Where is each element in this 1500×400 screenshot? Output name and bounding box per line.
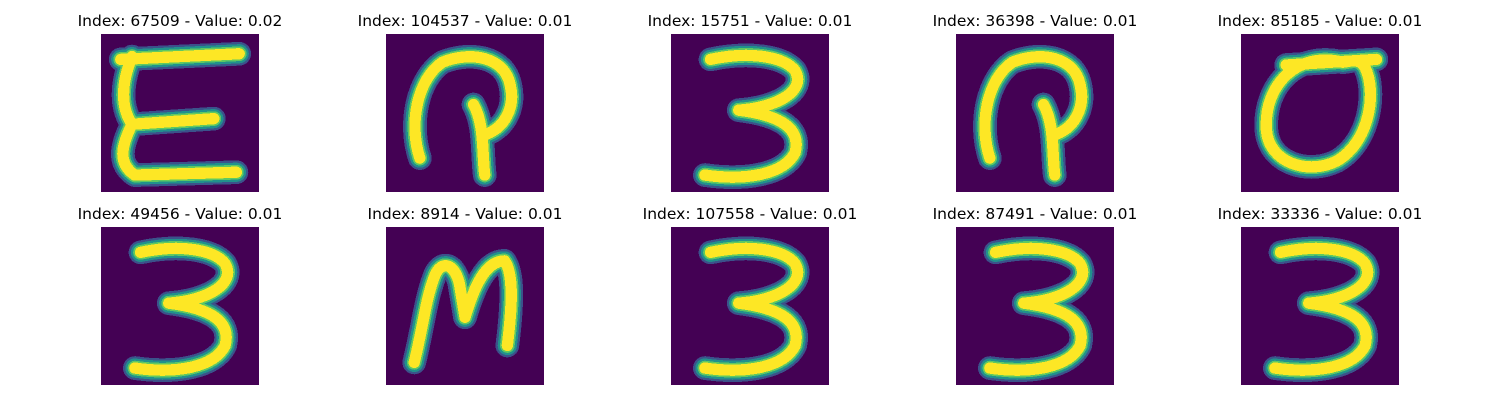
- image-panel: Index: 15751 - Value: 0.01: [600, 0, 900, 193]
- glyph-image: [671, 34, 829, 192]
- glyph-image: [956, 34, 1114, 192]
- image-panel: Index: 67509 - Value: 0.02: [30, 0, 330, 193]
- glyph-image: [671, 227, 829, 385]
- glyph-image: [101, 34, 259, 192]
- image-panel: Index: 85185 - Value: 0.01: [1170, 0, 1470, 193]
- panel-title: Index: 49456 - Value: 0.01: [77, 205, 283, 223]
- panel-title: Index: 36398 - Value: 0.01: [932, 12, 1138, 30]
- glyph-image: [386, 227, 544, 385]
- panel-title: Index: 107558 - Value: 0.01: [642, 205, 858, 223]
- panel-title: Index: 67509 - Value: 0.02: [77, 12, 283, 30]
- image-panel: Index: 107558 - Value: 0.01: [600, 193, 900, 386]
- image-panel: Index: 36398 - Value: 0.01: [885, 0, 1185, 193]
- glyph-image: [386, 34, 544, 192]
- image-panel: Index: 49456 - Value: 0.01: [30, 193, 330, 386]
- glyph-image: [1241, 34, 1399, 192]
- panel-title: Index: 87491 - Value: 0.01: [932, 205, 1138, 223]
- image-panel: Index: 104537 - Value: 0.01: [315, 0, 615, 193]
- panel-title: Index: 15751 - Value: 0.01: [647, 12, 853, 30]
- panel-title: Index: 104537 - Value: 0.01: [357, 12, 573, 30]
- glyph-image: [101, 227, 259, 385]
- glyph-image: [1241, 227, 1399, 385]
- panel-title: Index: 8914 - Value: 0.01: [367, 205, 563, 223]
- panel-title: Index: 33336 - Value: 0.01: [1217, 205, 1423, 223]
- image-panel: Index: 87491 - Value: 0.01: [885, 193, 1185, 386]
- panel-title: Index: 85185 - Value: 0.01: [1217, 12, 1423, 30]
- image-panel: Index: 8914 - Value: 0.01: [315, 193, 615, 386]
- image-panel: Index: 33336 - Value: 0.01: [1170, 193, 1470, 386]
- glyph-image: [956, 227, 1114, 385]
